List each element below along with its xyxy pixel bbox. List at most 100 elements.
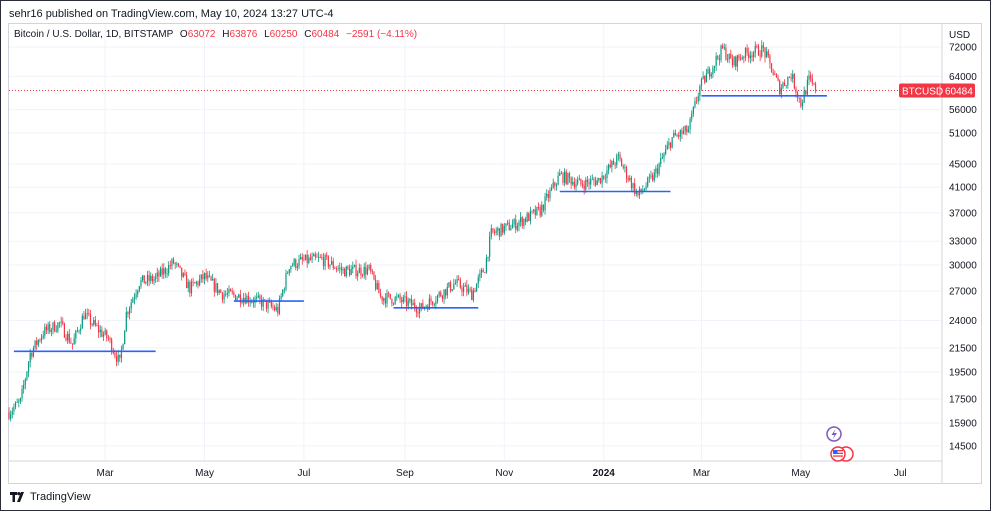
candle [542, 204, 545, 213]
candle [208, 270, 211, 278]
candle [133, 292, 136, 305]
candle [153, 275, 155, 286]
candle [652, 172, 654, 182]
candle [686, 124, 688, 136]
candle [391, 298, 393, 307]
candle [449, 280, 452, 293]
footer-brand-text: TradingView [30, 491, 91, 503]
candle [590, 175, 592, 190]
candle [555, 182, 558, 191]
candle [681, 127, 683, 139]
candle [704, 75, 706, 85]
candle [8, 407, 10, 421]
candle [568, 171, 571, 183]
candle [125, 306, 127, 332]
time-tick-label: 2024 [593, 468, 616, 479]
candle [466, 280, 468, 297]
candle [355, 259, 357, 279]
candle [383, 297, 385, 306]
candle [608, 163, 610, 175]
high-value: 63876 [229, 29, 258, 40]
candle [171, 257, 173, 270]
candle [788, 76, 791, 79]
low-label: L [264, 29, 270, 40]
candle [73, 333, 75, 345]
time-tick-label: Sep [396, 468, 414, 479]
candle [694, 97, 696, 109]
candle [181, 267, 183, 281]
time-tick-label: Nov [495, 468, 513, 479]
candle [111, 337, 113, 355]
candle [658, 162, 660, 177]
candle [249, 297, 251, 307]
candle [490, 224, 492, 240]
candle [516, 222, 518, 232]
candle [392, 302, 395, 306]
candle [744, 47, 747, 62]
candle [523, 218, 525, 230]
candle [27, 361, 30, 378]
candle [814, 81, 817, 94]
candle [502, 223, 504, 236]
candle [739, 54, 742, 61]
candle [497, 226, 499, 236]
candle [358, 263, 360, 274]
candle [260, 294, 263, 311]
candle [751, 51, 753, 62]
candle [436, 294, 439, 304]
candle [484, 271, 486, 274]
candle [650, 170, 652, 180]
candle [269, 297, 271, 304]
time-tick-label: May [195, 468, 214, 479]
candle [642, 185, 644, 195]
candle [58, 321, 61, 328]
candle [529, 206, 531, 225]
candle [757, 43, 760, 56]
candle [34, 340, 36, 351]
candle [557, 171, 559, 186]
candle [199, 274, 201, 287]
candle [37, 339, 39, 348]
candle [117, 349, 119, 366]
candle [304, 254, 307, 261]
candle [386, 289, 388, 308]
candle [205, 268, 207, 281]
candle [290, 265, 292, 273]
price-badge-bg [899, 83, 975, 98]
candle [761, 40, 763, 59]
candle [119, 354, 121, 362]
candle [596, 177, 598, 186]
candle [687, 125, 690, 133]
price-tick-label: 24000 [949, 316, 977, 327]
us-flag-event-icon[interactable] [830, 446, 854, 462]
candle [573, 177, 575, 190]
candle [60, 316, 62, 328]
candle [537, 202, 540, 211]
candle [660, 152, 662, 168]
price-badge-symbol: BTCUSD [902, 86, 943, 97]
lightning-event-icon[interactable] [826, 426, 842, 442]
candle [31, 351, 33, 360]
candle [669, 141, 672, 151]
price-tick-label: 17500 [949, 395, 977, 406]
candle [138, 285, 140, 293]
candle [98, 320, 100, 338]
candle [577, 176, 579, 186]
candle [438, 290, 440, 298]
candle [479, 269, 481, 282]
candle [84, 308, 87, 320]
candle [616, 153, 618, 169]
candle [396, 292, 398, 301]
candle [505, 223, 507, 231]
candle [541, 201, 543, 218]
candle [381, 295, 383, 305]
candle [679, 129, 681, 142]
candle [221, 292, 224, 304]
candlestick-series [8, 40, 817, 422]
candle [622, 164, 624, 170]
candle [150, 272, 152, 284]
candle [155, 273, 157, 284]
candle [329, 264, 331, 270]
candle [339, 262, 341, 274]
